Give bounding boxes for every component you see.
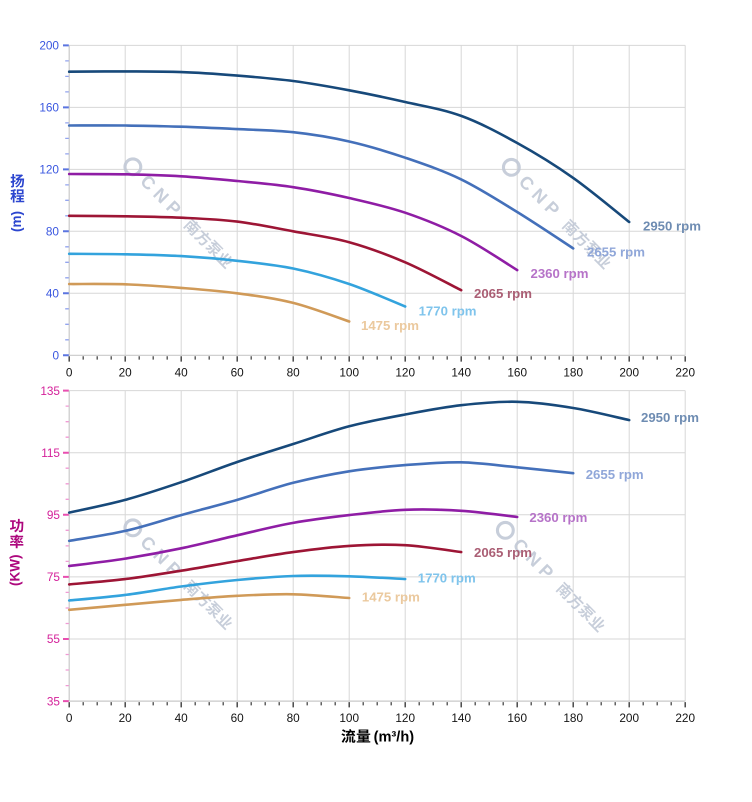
svg-text:40: 40: [175, 365, 189, 379]
svg-text:20: 20: [119, 711, 133, 725]
svg-text:160: 160: [39, 101, 59, 115]
svg-text:100: 100: [339, 711, 359, 725]
svg-text:60: 60: [231, 711, 245, 725]
svg-text:120: 120: [395, 711, 415, 725]
svg-text:1770 rpm: 1770 rpm: [419, 304, 477, 319]
svg-text:2950 rpm: 2950 rpm: [641, 410, 699, 425]
svg-text:1475 rpm: 1475 rpm: [361, 318, 419, 333]
svg-text:0: 0: [52, 349, 59, 363]
svg-text:80: 80: [287, 365, 301, 379]
svg-text:40: 40: [46, 287, 60, 301]
svg-text:140: 140: [451, 365, 471, 379]
svg-text:0: 0: [66, 711, 73, 725]
svg-text:80: 80: [46, 225, 60, 239]
svg-text:2950 rpm: 2950 rpm: [643, 219, 701, 234]
svg-text:220: 220: [675, 711, 695, 725]
svg-text:2065 rpm: 2065 rpm: [474, 286, 532, 301]
svg-text:2655 rpm: 2655 rpm: [587, 245, 645, 260]
svg-text:2065 rpm: 2065 rpm: [474, 545, 532, 560]
svg-text:1475 rpm: 1475 rpm: [362, 590, 420, 605]
svg-text:35: 35: [47, 694, 61, 708]
svg-text:1770 rpm: 1770 rpm: [418, 571, 476, 586]
svg-text:(m): (m): [9, 211, 24, 232]
svg-text:180: 180: [563, 711, 583, 725]
svg-text:40: 40: [175, 711, 189, 725]
svg-text:95: 95: [47, 508, 61, 522]
svg-text:160: 160: [507, 711, 527, 725]
svg-text:120: 120: [395, 365, 415, 379]
svg-text:(m³/h): (m³/h): [374, 730, 415, 746]
svg-text:180: 180: [563, 365, 583, 379]
svg-text:200: 200: [39, 39, 59, 53]
svg-text:0: 0: [66, 365, 73, 379]
svg-text:200: 200: [619, 365, 639, 379]
svg-text:135: 135: [40, 384, 60, 398]
svg-text:120: 120: [39, 163, 59, 177]
svg-text:140: 140: [451, 711, 471, 725]
svg-text:2360 rpm: 2360 rpm: [531, 266, 589, 281]
svg-text:60: 60: [231, 365, 245, 379]
svg-text:100: 100: [339, 365, 359, 379]
svg-text:160: 160: [507, 365, 527, 379]
svg-text:220: 220: [675, 365, 695, 379]
svg-text:80: 80: [287, 711, 301, 725]
svg-text:2655 rpm: 2655 rpm: [586, 467, 644, 482]
svg-text:2360 rpm: 2360 rpm: [529, 510, 587, 525]
svg-text:200: 200: [619, 711, 639, 725]
svg-text:(KW): (KW): [7, 555, 22, 586]
svg-text:55: 55: [47, 632, 61, 646]
svg-text:20: 20: [119, 365, 133, 379]
svg-text:75: 75: [47, 570, 61, 584]
svg-text:115: 115: [41, 446, 60, 460]
